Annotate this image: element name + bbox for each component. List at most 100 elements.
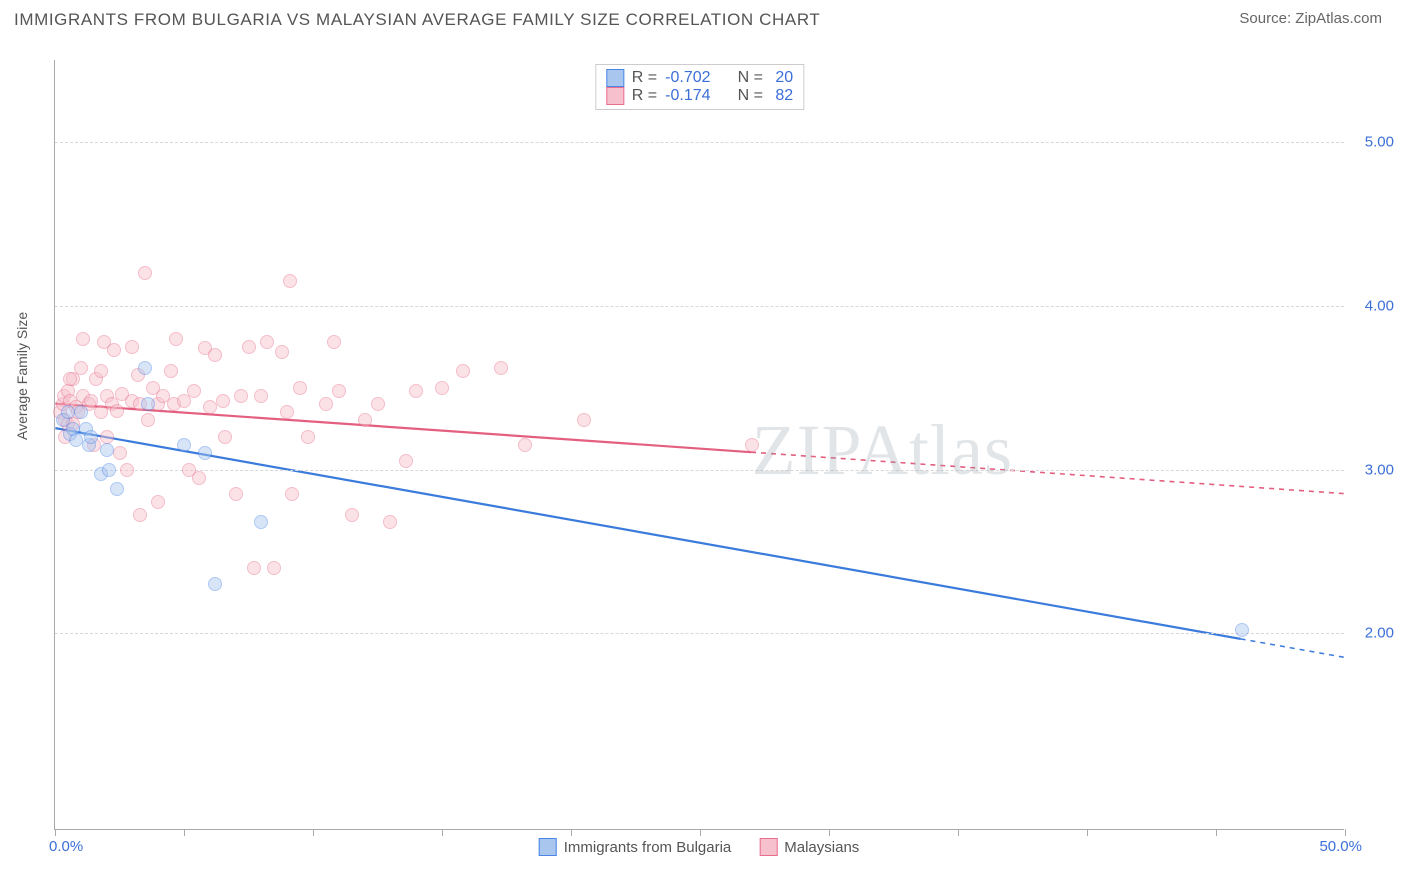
data-point-bulgaria bbox=[254, 515, 268, 529]
data-point-bulgaria bbox=[138, 361, 152, 375]
regression-lines bbox=[55, 60, 1344, 829]
data-point-malaysians bbox=[254, 389, 268, 403]
n-value: 82 bbox=[771, 87, 793, 105]
source-prefix: Source: bbox=[1239, 10, 1295, 27]
regression-line-bulgaria bbox=[55, 428, 1240, 639]
legend-label: Immigrants from Bulgaria bbox=[564, 839, 732, 856]
data-point-malaysians bbox=[383, 515, 397, 529]
data-point-malaysians bbox=[409, 384, 423, 398]
data-point-malaysians bbox=[110, 404, 124, 418]
gridline bbox=[55, 142, 1344, 143]
source-link[interactable]: ZipAtlas.com bbox=[1295, 10, 1382, 27]
data-point-bulgaria bbox=[177, 438, 191, 452]
data-point-bulgaria bbox=[84, 430, 98, 444]
data-point-malaysians bbox=[107, 343, 121, 357]
x-tick bbox=[1087, 829, 1088, 836]
x-tick bbox=[1216, 829, 1217, 836]
data-point-malaysians bbox=[518, 438, 532, 452]
x-tick bbox=[1345, 829, 1346, 836]
data-point-malaysians bbox=[120, 463, 134, 477]
data-point-bulgaria bbox=[1235, 623, 1249, 637]
r-value: -0.174 bbox=[665, 87, 725, 105]
data-point-malaysians bbox=[229, 487, 243, 501]
data-point-malaysians bbox=[203, 400, 217, 414]
stats-legend: R = -0.702 N = 20R =-0.174 N = 82 bbox=[595, 64, 804, 110]
n-label: N = bbox=[733, 87, 763, 105]
stats-row-malaysians: R =-0.174 N = 82 bbox=[606, 87, 793, 105]
regression-line-bulgaria-extrapolated bbox=[1241, 639, 1344, 657]
data-point-malaysians bbox=[319, 397, 333, 411]
legend-item-bulgaria: Immigrants from Bulgaria bbox=[539, 838, 732, 856]
data-point-malaysians bbox=[138, 266, 152, 280]
data-point-malaysians bbox=[285, 487, 299, 501]
n-label: N = bbox=[733, 69, 763, 87]
data-point-bulgaria bbox=[141, 397, 155, 411]
data-point-malaysians bbox=[371, 397, 385, 411]
data-point-malaysians bbox=[169, 332, 183, 346]
swatch-bulgaria bbox=[539, 838, 557, 856]
data-point-malaysians bbox=[260, 335, 274, 349]
data-point-malaysians bbox=[192, 471, 206, 485]
swatch-malaysians bbox=[759, 838, 777, 856]
data-point-malaysians bbox=[187, 384, 201, 398]
gridline bbox=[55, 633, 1344, 634]
x-tick-label-max: 50.0% bbox=[1319, 838, 1362, 855]
data-point-bulgaria bbox=[69, 433, 83, 447]
data-point-malaysians bbox=[133, 508, 147, 522]
data-point-malaysians bbox=[208, 348, 222, 362]
data-point-malaysians bbox=[125, 340, 139, 354]
data-point-malaysians bbox=[141, 413, 155, 427]
x-tick-label-min: 0.0% bbox=[49, 838, 83, 855]
y-tick-label: 2.00 bbox=[1365, 625, 1394, 642]
x-tick bbox=[958, 829, 959, 836]
data-point-malaysians bbox=[84, 394, 98, 408]
correlation-chart: Average Family Size R =-0.702 N = 20R =-… bbox=[44, 60, 1354, 830]
source-label: Source: ZipAtlas.com bbox=[1239, 10, 1382, 27]
data-point-malaysians bbox=[435, 381, 449, 395]
gridline bbox=[55, 470, 1344, 471]
legend-label: Malaysians bbox=[784, 839, 859, 856]
data-point-malaysians bbox=[358, 413, 372, 427]
data-point-malaysians bbox=[216, 394, 230, 408]
data-point-bulgaria bbox=[110, 482, 124, 496]
data-point-malaysians bbox=[234, 389, 248, 403]
y-tick-label: 4.00 bbox=[1365, 297, 1394, 314]
data-point-malaysians bbox=[267, 561, 281, 575]
data-point-malaysians bbox=[345, 508, 359, 522]
data-point-malaysians bbox=[242, 340, 256, 354]
r-value: -0.702 bbox=[665, 69, 725, 87]
data-point-bulgaria bbox=[198, 446, 212, 460]
data-point-malaysians bbox=[456, 364, 470, 378]
data-point-malaysians bbox=[745, 438, 759, 452]
data-point-malaysians bbox=[63, 372, 77, 386]
stats-row-bulgaria: R = -0.702 N = 20 bbox=[606, 69, 793, 87]
y-axis-label: Average Family Size bbox=[14, 312, 30, 440]
legend-item-malaysians: Malaysians bbox=[759, 838, 859, 856]
data-point-malaysians bbox=[113, 446, 127, 460]
x-tick bbox=[829, 829, 830, 836]
x-tick bbox=[55, 829, 56, 836]
r-label: R = bbox=[632, 69, 657, 87]
data-point-malaysians bbox=[218, 430, 232, 444]
x-tick bbox=[700, 829, 701, 836]
y-tick-label: 5.00 bbox=[1365, 133, 1394, 150]
data-point-malaysians bbox=[247, 561, 261, 575]
data-point-malaysians bbox=[151, 495, 165, 509]
x-tick bbox=[313, 829, 314, 836]
data-point-malaysians bbox=[327, 335, 341, 349]
data-point-malaysians bbox=[332, 384, 346, 398]
data-point-malaysians bbox=[164, 364, 178, 378]
n-value: 20 bbox=[771, 69, 793, 87]
data-point-malaysians bbox=[577, 413, 591, 427]
data-point-malaysians bbox=[399, 454, 413, 468]
y-tick-label: 3.00 bbox=[1365, 461, 1394, 478]
data-point-bulgaria bbox=[74, 405, 88, 419]
regression-line-malaysians bbox=[55, 404, 751, 453]
data-point-malaysians bbox=[494, 361, 508, 375]
data-point-malaysians bbox=[94, 364, 108, 378]
data-point-malaysians bbox=[100, 430, 114, 444]
data-point-malaysians bbox=[275, 345, 289, 359]
x-tick bbox=[442, 829, 443, 836]
data-point-malaysians bbox=[280, 405, 294, 419]
data-point-bulgaria bbox=[208, 577, 222, 591]
